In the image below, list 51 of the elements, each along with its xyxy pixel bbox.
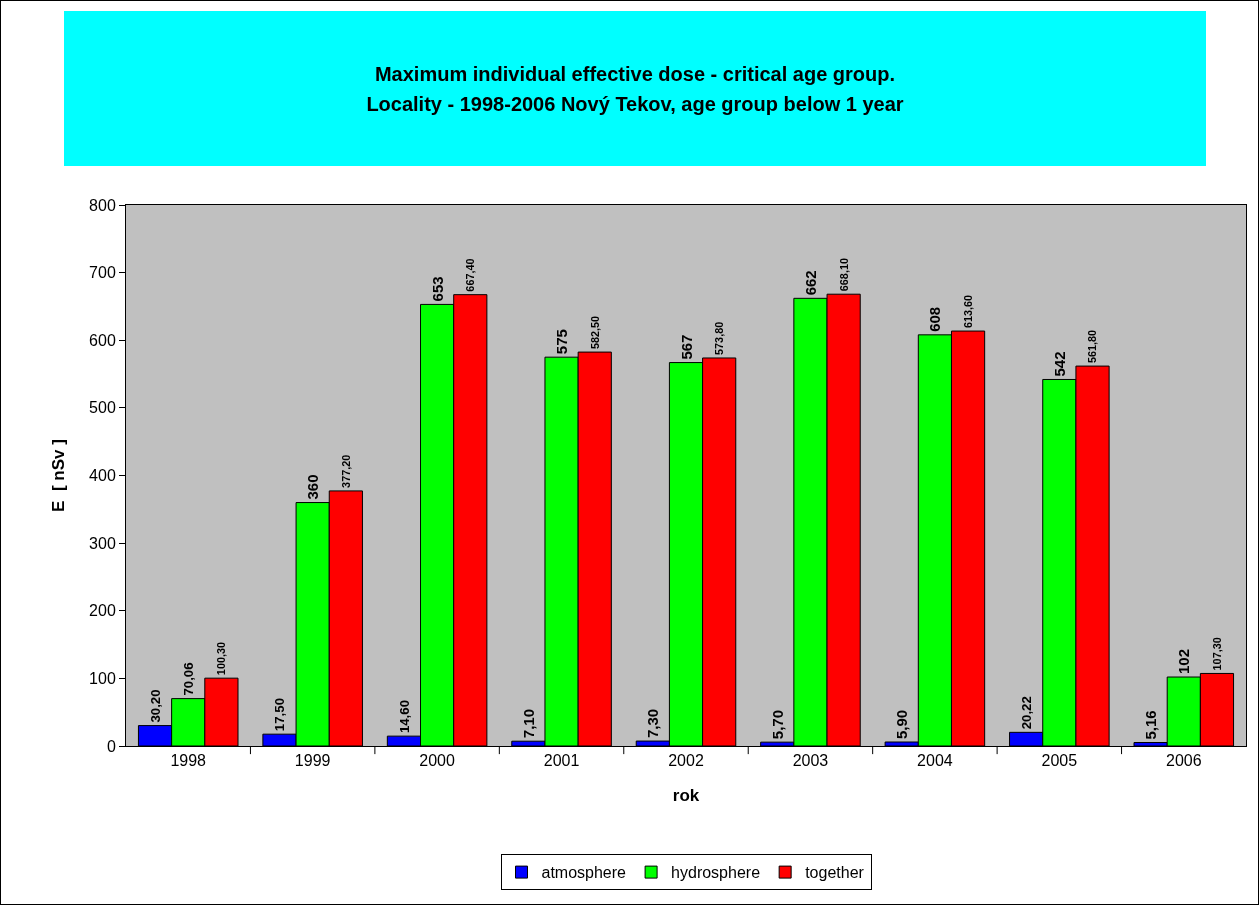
x-axis-title: rok — [672, 785, 700, 805]
x-tick-label: 2002 — [668, 752, 704, 770]
y-tick-label: 400 — [89, 467, 116, 485]
data-label: 5,90 — [893, 709, 911, 740]
y-tick-label: 800 — [89, 196, 116, 214]
x-tick-label: 2001 — [543, 752, 580, 770]
data-label: 5,16 — [1142, 710, 1160, 740]
data-label: 14,60 — [396, 699, 412, 734]
data-label: 582,50 — [588, 315, 601, 350]
data-label: 20,22 — [1019, 696, 1035, 730]
y-tick-label: 0 — [106, 737, 116, 755]
x-tick-label: 2005 — [1041, 752, 1078, 770]
data-label: 102 — [1175, 648, 1193, 675]
data-label: 575 — [553, 329, 571, 355]
y-tick-label: 300 — [89, 534, 116, 552]
chart-title: Maximum individual effective dose - critical age group. Locality - 1998-2006 Nový Tekov, age group below 1 year — [64, 11, 1206, 166]
data-label: 30,20 — [147, 689, 163, 723]
data-label: 668,10 — [837, 258, 850, 292]
data-label: 542 — [1050, 351, 1068, 377]
data-label: 70,06 — [181, 662, 197, 696]
data-label: 5,70 — [768, 709, 786, 740]
data-label: 107,30 — [1210, 637, 1223, 671]
data-label: 377,20 — [339, 454, 352, 488]
data-label: 613,60 — [962, 294, 975, 329]
data-label: 7,30 — [644, 708, 662, 739]
data-label: 7,10 — [519, 709, 537, 739]
data-label: 653 — [428, 276, 446, 302]
legend-label: hydrosphere — [671, 864, 761, 882]
x-tick-label: 1998 — [170, 752, 207, 770]
data-label: 17,50 — [272, 697, 288, 732]
x-tick-label: 2006 — [1165, 752, 1202, 770]
data-label: 608 — [926, 306, 944, 332]
legend-label: atmosphere — [541, 864, 627, 882]
data-label: 662 — [801, 270, 819, 296]
data-label: 100,30 — [215, 642, 228, 676]
x-tick-label: 2003 — [792, 752, 829, 770]
data-label: 561,80 — [1086, 329, 1099, 364]
x-tick-label: 2000 — [419, 752, 456, 770]
data-label: 360 — [304, 474, 322, 500]
y-tick-label: 500 — [89, 399, 116, 417]
y-axis-title: E [ nSv ] — [48, 439, 68, 512]
x-tick-label: 2004 — [917, 752, 953, 770]
y-tick-label: 200 — [89, 602, 116, 620]
legend-label: together — [805, 864, 865, 882]
y-tick-label: 700 — [89, 264, 116, 282]
y-tick-label: 600 — [89, 331, 116, 349]
x-tick-label: 1999 — [294, 752, 331, 770]
data-label: 567 — [677, 334, 695, 360]
data-label: 667,40 — [464, 258, 477, 292]
y-tick-label: 100 — [89, 669, 116, 687]
data-label: 573,80 — [713, 321, 726, 355]
